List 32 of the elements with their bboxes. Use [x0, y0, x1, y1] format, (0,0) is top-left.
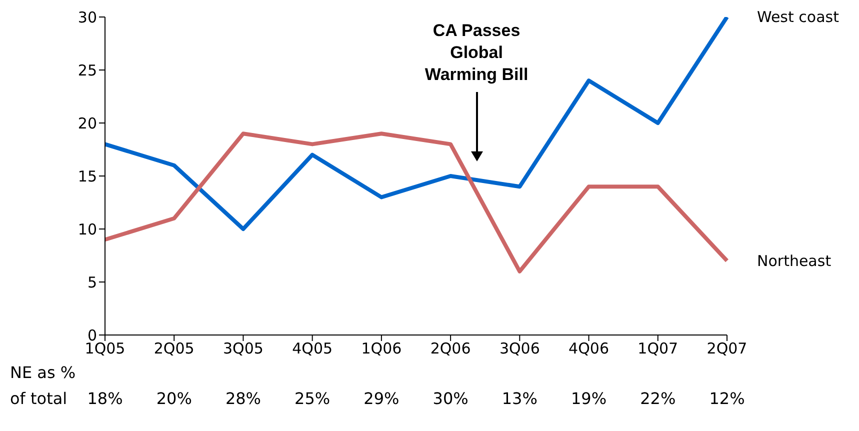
- text: 13%: [500, 388, 538, 410]
- annotation: CA Passes Global Warming Bill: [424, 20, 530, 86]
- x-tick-label: 4Q05: [292, 340, 333, 358]
- y-tick-label: 30: [78, 8, 97, 26]
- line-series: [103, 17, 729, 231]
- line-series: [103, 132, 729, 274]
- x-tick-label: 2Q05: [154, 340, 194, 358]
- x-tick-label: 1Q05: [84, 340, 126, 358]
- x-tick-label: 3Q06: [499, 340, 540, 358]
- text: 12%: [708, 388, 746, 410]
- text: 19%: [570, 388, 608, 410]
- y-tick-label: 15: [78, 167, 97, 186]
- x-tick-label: 1Q06: [361, 340, 402, 358]
- x-tick-label: 1Q07: [638, 340, 678, 358]
- y-tick-label: 10: [78, 220, 97, 238]
- x-tick-label: 2Q06: [430, 340, 471, 358]
- y-tick-label: 5: [87, 273, 97, 292]
- text: 22%: [639, 388, 677, 410]
- text: 20%: [155, 388, 193, 410]
- y-tick-label: 20: [78, 114, 97, 132]
- x-tick-label: 4Q06: [568, 340, 609, 358]
- text: 18%: [87, 389, 123, 408]
- x-tick-label: 2Q07: [706, 340, 748, 358]
- series-label: Northeast: [757, 252, 832, 270]
- text: 30%: [432, 388, 470, 410]
- text: 28%: [224, 388, 262, 410]
- text: 25%: [294, 388, 332, 410]
- text: NE as % of total: [10, 362, 77, 410]
- y-tick-label: 25: [78, 61, 97, 80]
- text: 29%: [362, 388, 400, 410]
- series-label: West coast: [757, 8, 840, 26]
- x-tick-label: 3Q05: [223, 340, 264, 358]
